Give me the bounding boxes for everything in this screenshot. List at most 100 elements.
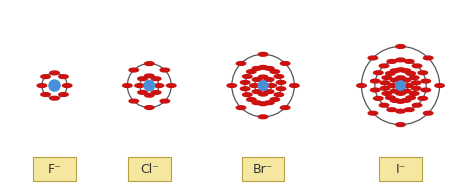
Circle shape <box>371 88 380 92</box>
Circle shape <box>236 106 246 110</box>
Circle shape <box>246 70 256 73</box>
Circle shape <box>160 68 170 72</box>
Circle shape <box>374 97 383 100</box>
Circle shape <box>403 84 413 87</box>
Circle shape <box>154 84 164 87</box>
Circle shape <box>258 65 268 69</box>
Circle shape <box>421 79 430 83</box>
Ellipse shape <box>49 80 60 91</box>
Circle shape <box>145 62 154 65</box>
Circle shape <box>281 106 290 110</box>
Circle shape <box>264 78 274 81</box>
Circle shape <box>160 99 170 103</box>
Circle shape <box>270 98 280 101</box>
Circle shape <box>368 56 378 60</box>
Circle shape <box>246 98 256 101</box>
Circle shape <box>371 79 380 83</box>
Circle shape <box>379 64 389 68</box>
Circle shape <box>423 111 433 115</box>
Circle shape <box>357 84 366 87</box>
Ellipse shape <box>258 81 268 90</box>
Circle shape <box>411 81 421 85</box>
Circle shape <box>258 102 268 106</box>
Circle shape <box>396 123 405 126</box>
Circle shape <box>374 71 383 75</box>
Circle shape <box>406 96 415 100</box>
Circle shape <box>368 111 378 115</box>
Circle shape <box>401 89 411 93</box>
Circle shape <box>412 64 422 68</box>
Text: Cl⁻: Cl⁻ <box>140 163 159 176</box>
Circle shape <box>240 87 250 91</box>
Circle shape <box>276 81 286 84</box>
Circle shape <box>37 84 46 87</box>
Circle shape <box>59 75 68 78</box>
Circle shape <box>145 74 154 78</box>
Circle shape <box>380 86 390 90</box>
Circle shape <box>50 71 59 75</box>
Circle shape <box>382 92 392 95</box>
Circle shape <box>396 109 405 113</box>
Circle shape <box>390 78 400 82</box>
Circle shape <box>435 84 444 87</box>
Circle shape <box>391 69 400 73</box>
Circle shape <box>386 96 395 100</box>
FancyBboxPatch shape <box>128 157 171 181</box>
Circle shape <box>129 99 138 103</box>
Circle shape <box>252 101 262 105</box>
Circle shape <box>396 45 405 48</box>
Circle shape <box>418 71 428 75</box>
Circle shape <box>401 99 410 102</box>
Circle shape <box>410 76 419 80</box>
Circle shape <box>264 67 274 70</box>
Circle shape <box>267 84 276 87</box>
Ellipse shape <box>144 80 155 91</box>
Circle shape <box>387 108 396 112</box>
Text: I⁻: I⁻ <box>395 163 406 176</box>
Ellipse shape <box>396 81 405 90</box>
Circle shape <box>276 87 286 91</box>
Circle shape <box>411 86 421 90</box>
Circle shape <box>380 81 390 85</box>
Circle shape <box>145 93 154 97</box>
Circle shape <box>401 69 410 73</box>
FancyBboxPatch shape <box>242 157 284 181</box>
Circle shape <box>250 84 259 87</box>
Circle shape <box>396 76 405 80</box>
Circle shape <box>41 75 50 78</box>
Circle shape <box>252 78 262 81</box>
Circle shape <box>391 99 400 102</box>
Circle shape <box>412 103 422 107</box>
Circle shape <box>258 75 268 79</box>
Circle shape <box>138 91 147 94</box>
Circle shape <box>151 91 161 94</box>
Text: F⁻: F⁻ <box>47 163 62 176</box>
Circle shape <box>405 60 414 63</box>
Circle shape <box>258 92 268 96</box>
Circle shape <box>41 93 50 96</box>
Circle shape <box>166 84 176 87</box>
Circle shape <box>123 84 132 87</box>
Circle shape <box>401 78 411 82</box>
Circle shape <box>264 90 274 94</box>
Circle shape <box>396 68 405 72</box>
Circle shape <box>379 103 389 107</box>
Circle shape <box>236 62 246 65</box>
Circle shape <box>240 81 250 84</box>
Circle shape <box>387 60 396 63</box>
Circle shape <box>252 67 262 70</box>
Circle shape <box>396 100 405 103</box>
Circle shape <box>243 93 252 97</box>
Circle shape <box>390 89 400 93</box>
Circle shape <box>396 58 405 62</box>
Circle shape <box>290 84 299 87</box>
Circle shape <box>396 92 405 95</box>
Circle shape <box>258 52 268 56</box>
Circle shape <box>270 70 280 73</box>
Circle shape <box>50 96 59 100</box>
Circle shape <box>135 84 145 87</box>
Circle shape <box>252 90 262 94</box>
Circle shape <box>421 88 430 92</box>
Circle shape <box>138 77 147 81</box>
Circle shape <box>274 93 283 97</box>
